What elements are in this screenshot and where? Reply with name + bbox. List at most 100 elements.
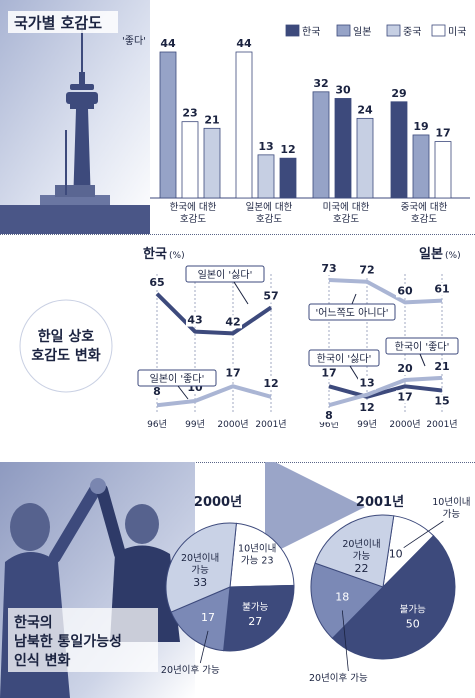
value-label-bg <box>224 315 242 329</box>
pie-leader-line <box>199 630 209 664</box>
pie-slice-within-20y <box>314 514 395 588</box>
section3-title-line1: 한국의 <box>14 614 53 631</box>
bar-category-label: 일본에 대한 <box>246 202 293 213</box>
data-point-label: 21 <box>434 360 449 373</box>
pie-slice-value: 10 <box>389 548 403 561</box>
legend-label-china: 중국 <box>403 26 421 38</box>
pie-slice-label: 불가능 <box>400 604 426 615</box>
pie-title: 2001년 <box>356 495 404 510</box>
pie-slice-label: 20년이내 <box>342 539 380 550</box>
pie-slice-label: 가능 23 <box>241 556 274 567</box>
value-label-bg <box>396 284 414 298</box>
x-tick-label: 96년 <box>319 419 339 430</box>
series-line <box>328 278 443 305</box>
data-point-label: 12 <box>359 401 374 414</box>
data-point-label: 17 <box>321 366 336 379</box>
data-point-label: 17 <box>225 366 240 379</box>
legend-swatch-china <box>386 24 401 37</box>
value-label-bg <box>148 385 166 399</box>
line-chart-unit: (%) <box>169 251 185 261</box>
bar-value-label: 13 <box>258 140 273 153</box>
legend-swatch-usa <box>431 24 446 37</box>
pie-slice-label: 가능 <box>443 509 461 520</box>
japan-line-chart: 일본 (%) 96년 99년 2000년 2001년 73 72 60 61 '어느쪽도 아니다' 1… <box>308 247 461 430</box>
series-label: 한국이 '좋다' <box>395 341 450 353</box>
bar-value-label: 24 <box>357 103 373 116</box>
value-label-bg <box>358 376 376 390</box>
pie-slice-value: 27 <box>248 615 262 628</box>
data-point-label: 8 <box>153 385 161 398</box>
value-label-bg <box>433 394 451 408</box>
series-leader-line <box>177 385 189 400</box>
data-point-label: 65 <box>149 276 164 289</box>
bar-category-label: 호감도 <box>180 213 206 225</box>
bar-category-label: 미국에 대한 <box>323 202 370 213</box>
section-divider-1 <box>0 234 475 235</box>
line-chart-title: 일본 <box>419 247 443 262</box>
data-point-label: 17 <box>397 390 412 403</box>
bar-legend: 한국 일본 중국 미국 <box>285 24 466 38</box>
pie-slice-value: 22 <box>354 562 368 575</box>
data-point-label: 72 <box>359 264 374 277</box>
bar-korea <box>279 157 297 199</box>
value-label-bg <box>320 366 338 380</box>
data-point-label: 13 <box>359 377 374 390</box>
bar-usa <box>181 121 199 199</box>
x-tick-label: 2001년 <box>255 419 286 430</box>
pie-leader-line <box>341 610 349 672</box>
bar-usa <box>235 51 253 199</box>
pie-slice-after-20y <box>310 562 384 639</box>
series-leader-line <box>233 281 249 305</box>
pie-slice-label: 가능 <box>353 551 371 562</box>
legend-swatch-japan <box>336 24 351 37</box>
hill-silhouette <box>0 205 150 234</box>
series-line <box>328 384 443 399</box>
data-point-label: 15 <box>434 395 449 408</box>
value-label-bg <box>224 366 242 380</box>
bar-japan <box>159 51 177 199</box>
value-label-bg <box>148 275 166 289</box>
series-label-box <box>385 337 459 355</box>
bar-china <box>257 154 275 199</box>
value-label-bg <box>320 409 338 423</box>
korea-japan-favorability-section: 한일 상호 호감도 변화 한국 (%) 96년 99년 2000년 2001년 65 43 42… <box>0 234 475 462</box>
data-point-label: 42 <box>225 315 240 328</box>
data-point-label: 43 <box>187 314 202 327</box>
pie-slice-label: 20년이내 <box>181 553 219 564</box>
value-label-bg <box>262 289 280 303</box>
legend-label-usa: 미국 <box>448 26 466 38</box>
bar-usa <box>434 141 452 199</box>
x-tick-label: 99년 <box>357 419 377 430</box>
bar-value-label: 21 <box>204 113 219 126</box>
x-tick-label: 2001년 <box>426 419 457 430</box>
series-line <box>155 292 273 336</box>
unification-section: 한국의 남북한 통일가능성 인식 변화 2000년 10년이내 가능 23 불가능 27… <box>0 457 475 698</box>
bar-japan <box>312 91 330 199</box>
data-point-label: 12 <box>263 377 278 390</box>
series-label-box <box>185 265 265 283</box>
value-label-bg <box>320 262 338 275</box>
x-tick-label: 96년 <box>147 419 167 430</box>
pie-slice-label: 10년이내 <box>238 544 276 555</box>
legend-label-japan: 일본 <box>353 26 371 38</box>
section3-title-line2: 남북한 통일가능성 <box>14 633 122 650</box>
line-chart-unit: (%) <box>445 251 461 261</box>
pie-slice-within-20y <box>165 522 237 613</box>
bar-value-label: 44 <box>236 37 252 50</box>
pie-slice-value: 33 <box>193 576 207 589</box>
bar-japan <box>412 134 430 199</box>
series-leader-line <box>351 293 357 305</box>
value-label-bg <box>433 359 451 373</box>
country-favorability-section: 국가별 호감도 '좋다' 한국 일본 중국 미국 44 23 21 한국에 대한 호감도 44 1… <box>0 0 475 234</box>
pie-slice-after-20y <box>170 586 231 652</box>
bar-unit-label: '좋다' <box>122 35 146 47</box>
pie-slice-impossible <box>331 535 456 660</box>
series-label: 한국이 '싫다' <box>317 353 372 365</box>
series-label-box <box>308 349 380 367</box>
data-point-label: 57 <box>263 290 278 303</box>
pie-slice-value: 18 <box>335 590 349 603</box>
